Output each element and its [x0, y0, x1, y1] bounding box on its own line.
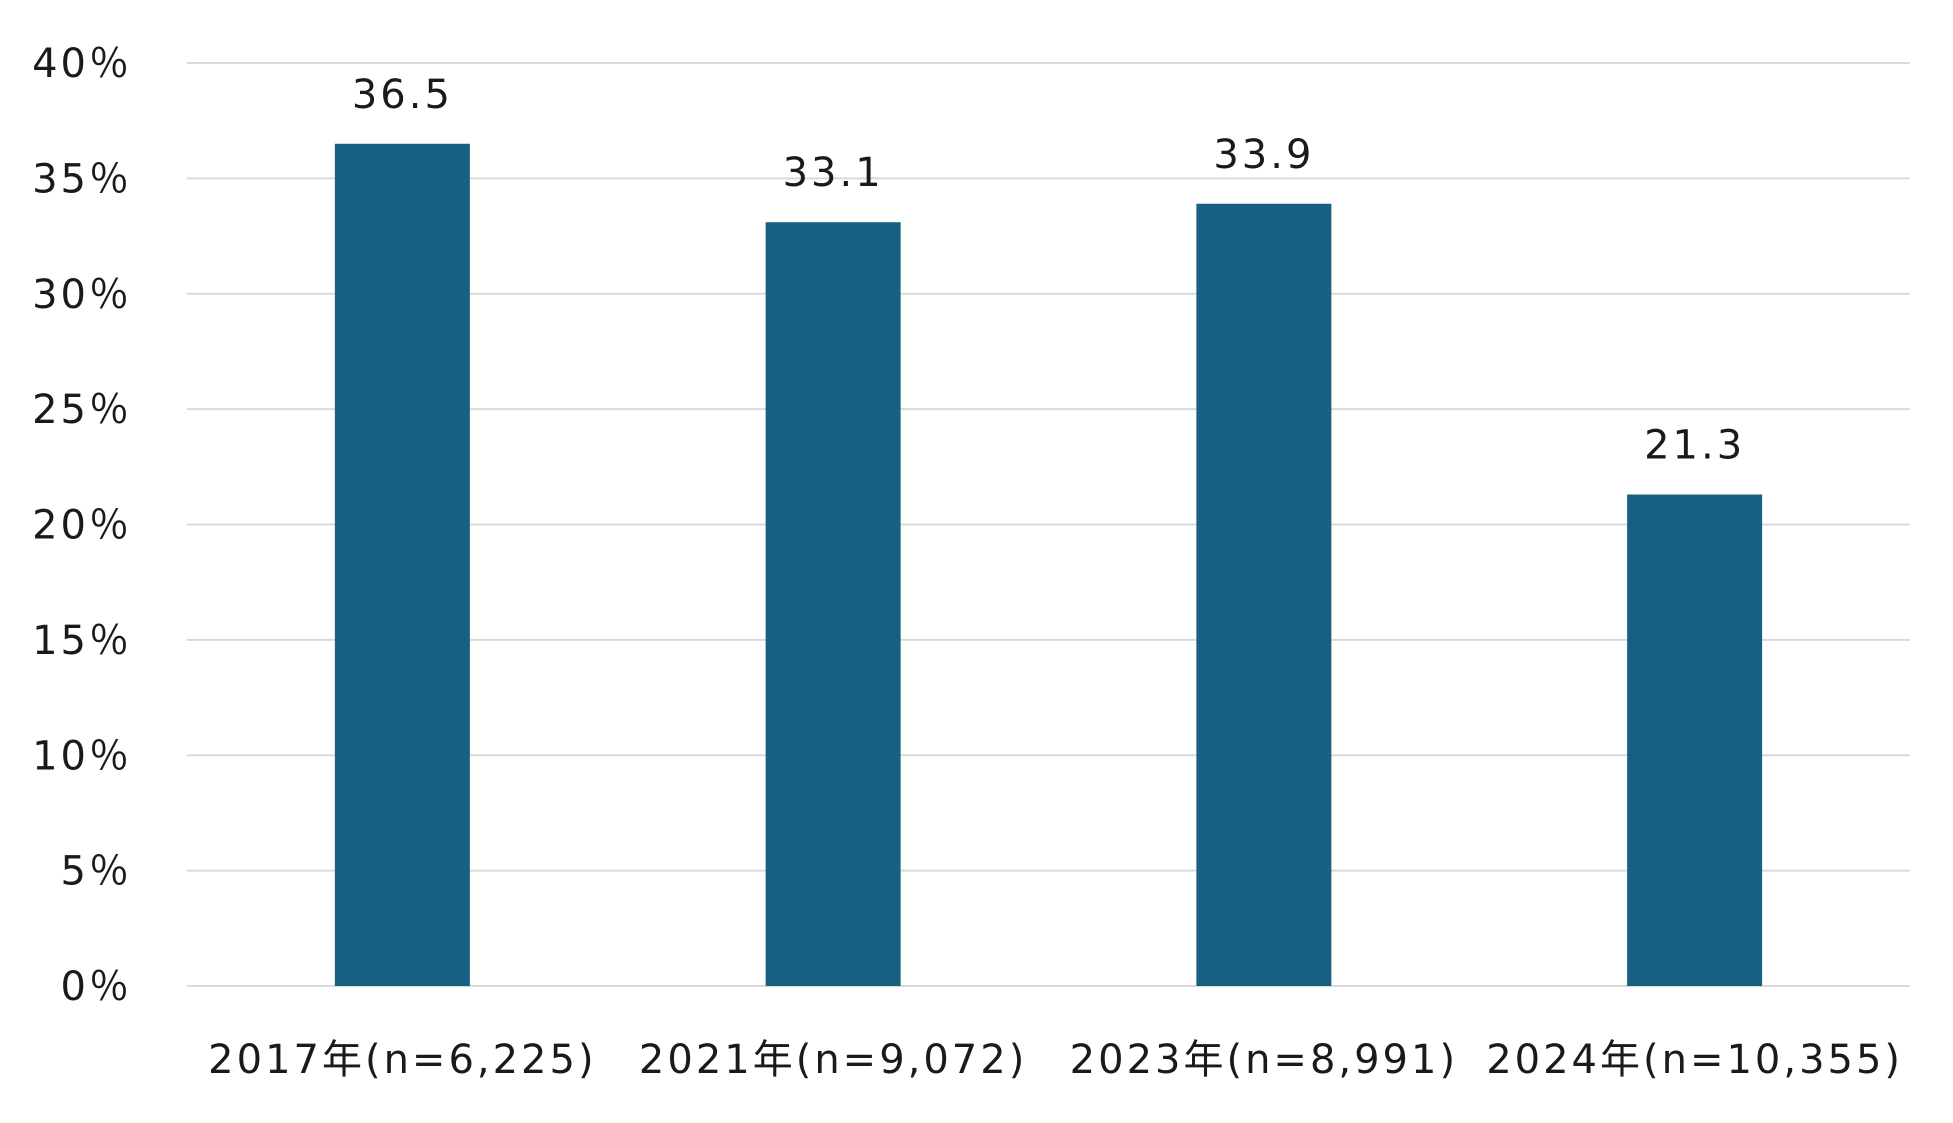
bar	[334, 143, 470, 986]
y-tick-label: 0％	[61, 964, 132, 1010]
x-category-label: 2024年(n=10,355)	[1486, 1037, 1903, 1083]
y-tick-label: 5％	[61, 849, 132, 895]
bars	[334, 143, 1763, 986]
data-label: 33.9	[1213, 132, 1314, 178]
data-label: 21.3	[1644, 423, 1745, 469]
y-axis-tick-labels: 0％ 5％ 10％ 15％ 20％ 25％ 30％ 35％ 40％	[32, 41, 132, 1010]
x-category-label: 2021年(n=9,072)	[639, 1037, 1027, 1083]
y-tick-label: 35％	[32, 156, 132, 202]
y-tick-label: 40％	[32, 41, 132, 87]
bar	[765, 222, 901, 986]
x-category-label: 2017年(n=6,225)	[208, 1037, 596, 1083]
y-tick-label: 30％	[32, 272, 132, 318]
x-axis-category-labels: 2017年(n=6,225) 2021年(n=9,072) 2023年(n=8,99…	[208, 1037, 1903, 1083]
data-label: 33.1	[783, 150, 884, 196]
y-tick-label: 15％	[32, 618, 132, 664]
y-tick-label: 10％	[32, 733, 132, 779]
data-label: 36.5	[352, 72, 453, 118]
bar	[1196, 203, 1332, 986]
data-labels: 36.5 33.1 33.9 21.3	[352, 72, 1745, 469]
x-category-label: 2023年(n=8,991)	[1070, 1037, 1458, 1083]
y-tick-label: 20％	[32, 503, 132, 549]
gridlines	[187, 62, 1910, 987]
y-tick-label: 25％	[32, 387, 132, 433]
bar	[1627, 494, 1763, 986]
